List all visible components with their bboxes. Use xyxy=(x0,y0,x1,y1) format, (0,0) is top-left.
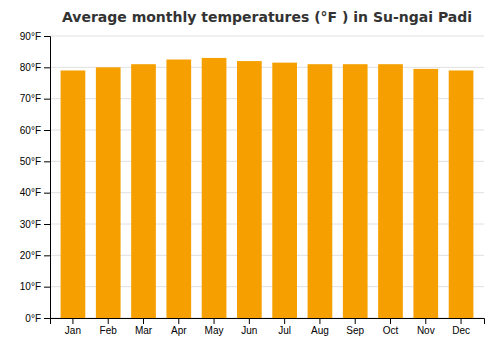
tick-mark xyxy=(44,161,50,162)
bar xyxy=(131,64,156,318)
tick: Apr xyxy=(171,318,187,336)
axis-line xyxy=(51,319,485,325)
y-axis: 0°F 10°F 20°F 30°F 40°F 50°F 60°F 70°F 80°F 90°F xyxy=(20,31,51,324)
tick: Jun xyxy=(241,318,257,336)
tick-mark xyxy=(44,193,50,194)
tick: May xyxy=(205,318,224,336)
tick-label: Sep xyxy=(346,325,364,336)
tick-mark xyxy=(214,318,215,324)
bar xyxy=(378,64,403,318)
tick-label: May xyxy=(205,325,224,336)
tick: 80°F xyxy=(20,62,50,73)
tick-label: Nov xyxy=(417,325,435,336)
tick-mark xyxy=(425,318,426,324)
tick-mark xyxy=(461,318,462,324)
tick: Jan xyxy=(65,318,81,336)
bars xyxy=(61,58,474,318)
tick-mark xyxy=(249,318,250,324)
tick-mark xyxy=(44,318,50,319)
tick: Nov xyxy=(417,318,435,336)
tick: Jul xyxy=(278,318,291,336)
tick-mark xyxy=(390,318,391,324)
tick-mark xyxy=(44,224,50,225)
bar xyxy=(413,69,438,318)
tick-label: 0°F xyxy=(25,313,41,324)
tick-label: Jul xyxy=(278,325,291,336)
tick-label: 40°F xyxy=(20,187,41,198)
plot: 0°F 10°F 20°F 30°F 40°F 50°F 60°F 70°F 80°F 90°F J… xyxy=(20,31,485,336)
x-axis: Jan Feb Mar Apr May Jun Jul Aug Sep Oct Nov Dec xyxy=(51,318,485,336)
tick-label: Apr xyxy=(171,325,187,336)
bar xyxy=(308,64,333,318)
tick-label: 90°F xyxy=(20,31,41,42)
bar xyxy=(449,70,474,318)
tick: Mar xyxy=(135,318,153,336)
tick: 60°F xyxy=(20,125,50,136)
tick-mark xyxy=(143,318,144,324)
bar xyxy=(237,61,262,318)
bar xyxy=(96,67,121,318)
tick-label: 30°F xyxy=(20,219,41,230)
tick-mark xyxy=(44,99,50,100)
tick: 40°F xyxy=(20,187,50,198)
tick-mark xyxy=(44,255,50,256)
tick: 0°F xyxy=(25,313,50,324)
tick: Aug xyxy=(311,318,329,336)
bar xyxy=(272,63,297,318)
grid-line xyxy=(50,36,484,37)
tick-label: 60°F xyxy=(20,125,41,136)
chart: 0°F 10°F 20°F 30°F 40°F 50°F 60°F 70°F 80°F 90°F J… xyxy=(0,0,500,350)
tick-mark xyxy=(319,318,320,324)
tick-mark xyxy=(178,318,179,324)
tick: 50°F xyxy=(20,156,50,167)
tick-label: 80°F xyxy=(20,62,41,73)
tick-label: Mar xyxy=(135,325,153,336)
tick-label: 70°F xyxy=(20,93,41,104)
tick-mark xyxy=(355,318,356,324)
tick: Oct xyxy=(383,318,399,336)
tick-label: Jun xyxy=(241,325,257,336)
tick-mark xyxy=(284,318,285,324)
tick-mark xyxy=(44,130,50,131)
tick: Feb xyxy=(100,318,118,336)
tick-label: Jan xyxy=(65,325,81,336)
tick-label: 20°F xyxy=(20,250,41,261)
title: Average monthly temperatures (°F ) in Su… xyxy=(62,9,472,25)
bar xyxy=(166,60,191,319)
tick: 10°F xyxy=(20,281,50,292)
tick: 70°F xyxy=(20,93,50,104)
tick-label: Oct xyxy=(383,325,399,336)
tick: Sep xyxy=(346,318,364,336)
tick: 20°F xyxy=(20,250,50,261)
tick-label: Dec xyxy=(452,325,470,336)
axis-line xyxy=(44,37,51,319)
tick-label: Aug xyxy=(311,325,329,336)
bar xyxy=(61,70,86,318)
tick-label: 10°F xyxy=(20,281,41,292)
tick-mark xyxy=(108,318,109,324)
tick: 90°F xyxy=(20,31,50,42)
tick: 30°F xyxy=(20,219,50,230)
tick-mark xyxy=(72,318,73,324)
bar xyxy=(202,58,227,318)
tick-mark xyxy=(44,287,50,288)
tick-mark xyxy=(44,67,50,68)
tick: Dec xyxy=(452,318,470,336)
tick-label: 50°F xyxy=(20,156,41,167)
bar xyxy=(343,64,368,318)
tick-label: Feb xyxy=(100,325,118,336)
grid xyxy=(50,36,484,318)
tick-mark xyxy=(44,36,50,37)
